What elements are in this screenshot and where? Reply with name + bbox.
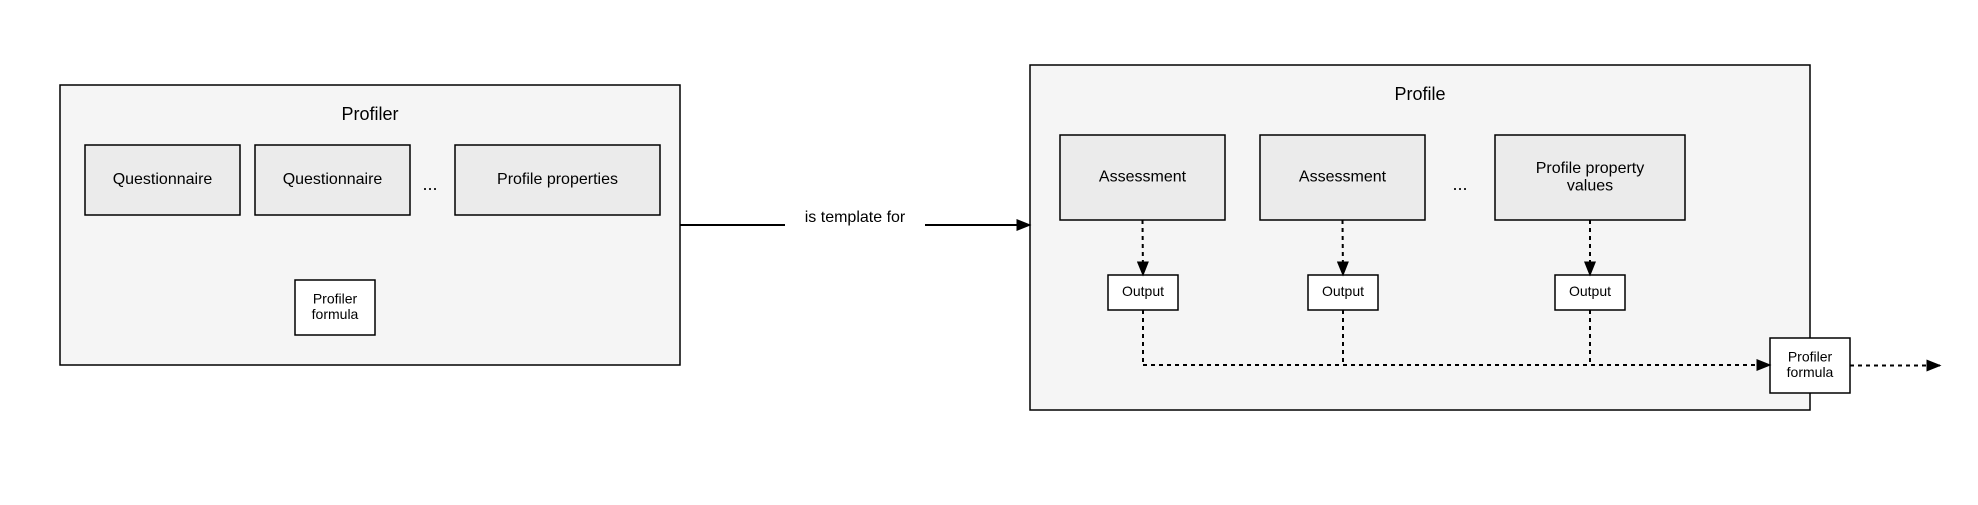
box-pf_right-label2: formula [1787, 364, 1834, 380]
box-out3: Output [1555, 275, 1625, 310]
box-pf_left-label2: formula [312, 306, 359, 322]
box-pp-label: Profile properties [497, 171, 618, 188]
box-q1: Questionnaire [85, 145, 240, 215]
ellipsis-e2: ... [1452, 174, 1467, 194]
box-out1-label: Output [1122, 283, 1164, 299]
box-a1-label: Assessment [1099, 169, 1187, 186]
box-a2: Assessment [1260, 135, 1425, 220]
ellipsis-e1: ... [422, 174, 437, 194]
panel-right: Profile [1030, 65, 1810, 410]
box-a1: Assessment [1060, 135, 1225, 220]
box-q2-label: Questionnaire [283, 171, 383, 188]
edge-center-label: is template for [805, 209, 906, 226]
box-pp: Profile properties [455, 145, 660, 215]
box-a2-label: Assessment [1299, 169, 1387, 186]
box-q1-label: Questionnaire [113, 171, 213, 188]
panel-right-title: Profile [1394, 84, 1445, 104]
box-pf_right: Profilerformula [1770, 338, 1850, 393]
box-out3-label: Output [1569, 283, 1611, 299]
box-ppv-label2: values [1567, 178, 1613, 195]
edge-center: is template for [680, 204, 1030, 232]
box-pf_left-label1: Profiler [313, 291, 358, 307]
box-out2: Output [1308, 275, 1378, 310]
box-out2-label: Output [1322, 283, 1364, 299]
box-ppv: Profile propertyvalues [1495, 135, 1685, 220]
box-out1: Output [1108, 275, 1178, 310]
box-q2: Questionnaire [255, 145, 410, 215]
box-ppv-label1: Profile property [1536, 160, 1645, 177]
box-pf_left: Profilerformula [295, 280, 375, 335]
panel-left-title: Profiler [341, 104, 398, 124]
box-pf_right-label1: Profiler [1788, 349, 1833, 365]
